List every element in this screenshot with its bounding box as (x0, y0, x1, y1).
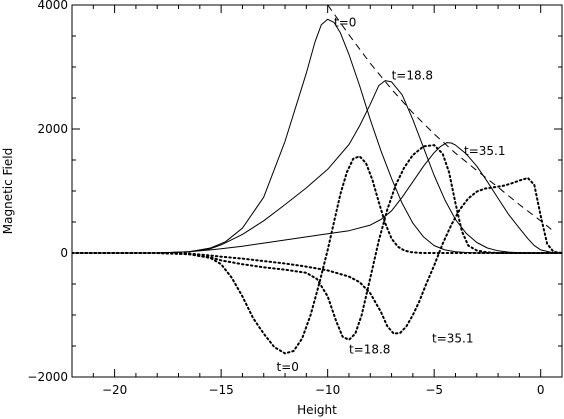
curve-annotations: t=0 t=18.8 t=35.1 t=0 t=18.8 t=35.1 (277, 16, 506, 374)
x-axis-ticks: −20 −15 −10 −5 0 (92, 5, 563, 397)
y-axis-ticks: −2000 0 2000 4000 (27, 0, 562, 384)
annotation-label-1: t=18.8 (392, 68, 433, 82)
plot-curves (72, 5, 562, 355)
y-tick-label-3: 4000 (37, 0, 68, 12)
series-solid-2 (72, 80, 562, 254)
x-tick-label-3: −5 (425, 383, 443, 397)
x-tick-label-1: −15 (208, 383, 233, 397)
annotation-label-0: t=0 (334, 16, 356, 30)
y-tick-label-0: −2000 (27, 370, 68, 384)
annotation-label-3: t=0 (277, 360, 299, 374)
y-tick-label-1: 0 (60, 246, 68, 260)
series-dashed-4 (327, 5, 552, 230)
x-tick-label-4: 0 (537, 383, 545, 397)
x-tick-label-0: −20 (102, 383, 127, 397)
annotation-label-4: t=18.8 (349, 342, 390, 356)
y-tick-label-2: 2000 (37, 122, 68, 136)
y-axis-label: Magnetic Field (1, 148, 15, 234)
x-tick-label-2: −10 (315, 383, 340, 397)
series-dotted-7 (72, 177, 562, 335)
series-solid-3 (72, 142, 562, 254)
series-dotted-5 (72, 155, 562, 355)
annotation-label-5: t=35.1 (432, 331, 473, 345)
x-axis-label: Height (297, 403, 337, 417)
series-dotted-6 (72, 144, 562, 341)
annotation-label-2: t=35.1 (464, 144, 505, 158)
